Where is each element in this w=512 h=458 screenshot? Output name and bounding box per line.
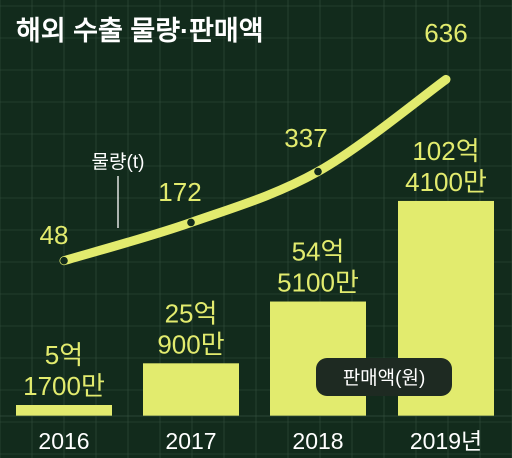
line-value-label: 172: [158, 177, 201, 207]
bar-value-label: 5100만: [277, 268, 359, 298]
line-point: [314, 167, 322, 176]
bar-value-label: 54억: [292, 237, 345, 267]
bar-value-label: 1700만: [23, 371, 105, 401]
bar-2017: [143, 363, 239, 416]
bar-value-label: 25억: [165, 298, 218, 328]
line-value-label: 337: [284, 123, 327, 153]
bar-value-label: 4100만: [405, 167, 487, 197]
legends: 물량(t) 판매액(원): [92, 151, 452, 396]
x-tick-label: 2019년: [410, 428, 482, 454]
legend-line-label: 물량(t): [92, 151, 145, 173]
line-point: [60, 256, 68, 265]
bar-value-label: 102억: [412, 136, 479, 166]
chart-title: 해외 수출 물량·판매액: [16, 16, 264, 46]
bar-value-label: 900만: [157, 329, 224, 359]
legend-bar-box: [316, 358, 452, 396]
bar-2016: [16, 405, 112, 416]
legend-bar-label: 판매액(원): [343, 367, 426, 389]
line-value-label: 636: [424, 18, 467, 48]
x-tick-label: 2017: [165, 428, 216, 454]
x-tick-label: 2016: [38, 428, 89, 454]
x-axis: 2016 2017 2018 2019년: [0, 415, 512, 454]
line-path: [59, 74, 451, 266]
x-tick-label: 2018: [292, 428, 343, 454]
line-value-label: 48: [40, 220, 69, 250]
line-point: [187, 218, 195, 227]
bar-value-label: 5억: [45, 340, 83, 370]
line-series: [59, 74, 451, 266]
